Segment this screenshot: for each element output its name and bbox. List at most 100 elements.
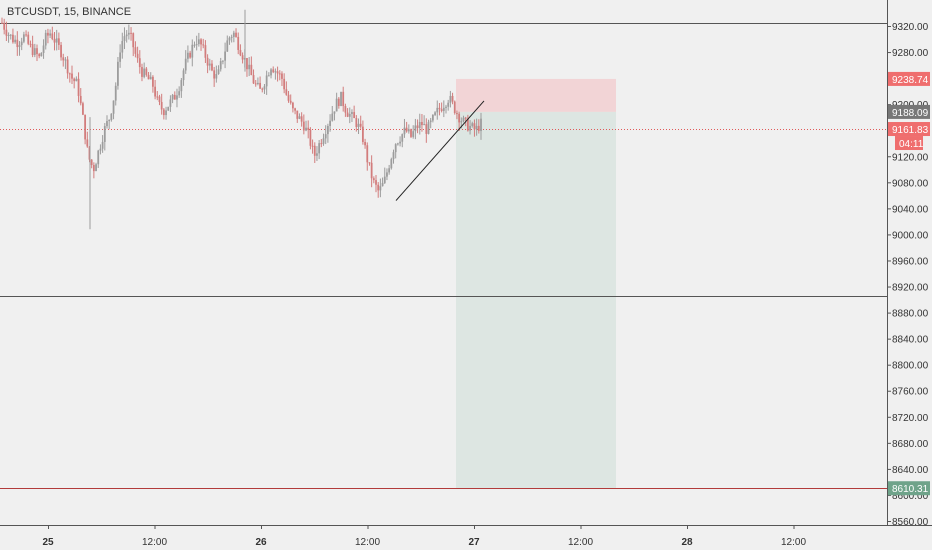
candle-body <box>480 118 482 132</box>
candle-body <box>66 59 69 74</box>
candle-body <box>381 182 384 187</box>
price-tick-label: 9040.00 <box>892 204 929 215</box>
price-tick-label: 8640.00 <box>892 465 929 476</box>
candle-body <box>475 125 478 130</box>
price-tick-label: 8840.00 <box>892 335 929 346</box>
candle-body <box>414 125 417 132</box>
candle-body <box>228 37 231 41</box>
candle-body <box>195 44 198 46</box>
candle-body <box>390 159 393 169</box>
candle-body <box>324 134 327 139</box>
candle-body <box>447 102 450 107</box>
candle-body <box>302 121 305 131</box>
candle-body <box>313 145 316 156</box>
candle-body <box>55 38 58 43</box>
candle-body <box>14 39 17 43</box>
candle-body <box>20 41 23 46</box>
time-tick-label: 27 <box>468 537 480 548</box>
price-tick-label: 9000.00 <box>892 230 929 241</box>
candle-body <box>160 101 163 110</box>
candle-body <box>355 118 358 127</box>
candle-body <box>123 36 126 41</box>
candle-body <box>241 55 244 60</box>
candle-body <box>187 52 189 59</box>
candle-body <box>222 60 224 62</box>
candle-body <box>394 144 397 153</box>
candle-body <box>16 39 19 48</box>
candle-body <box>434 112 436 115</box>
candle-body <box>320 143 323 145</box>
candle-body <box>462 117 465 122</box>
candle-body <box>445 106 447 108</box>
candle-body <box>73 78 76 82</box>
drawings[interactable] <box>395 100 485 201</box>
candle-body <box>298 116 301 119</box>
candle-body <box>285 89 288 95</box>
candle-body <box>226 40 229 52</box>
candle-body <box>235 32 237 37</box>
candle-body <box>158 96 161 102</box>
candle-body <box>40 52 43 57</box>
candle-body <box>31 44 34 55</box>
candle-body <box>99 148 102 151</box>
candle-body <box>51 33 54 39</box>
price-tick-label: 8920.00 <box>892 283 929 294</box>
entry-price-badge: 9188.09 <box>892 108 929 119</box>
candle-body <box>329 120 331 126</box>
candle-body <box>351 112 353 114</box>
candle-body <box>383 176 386 183</box>
candle-body <box>436 107 439 113</box>
candle-body <box>257 82 259 85</box>
candle-body <box>471 123 474 126</box>
candle-body <box>473 123 476 130</box>
candle-body <box>101 141 104 149</box>
price-tick-label: 8680.00 <box>892 439 929 450</box>
candle-body <box>156 96 159 98</box>
candle-body <box>18 45 21 48</box>
candle-body <box>429 120 432 123</box>
candle-body <box>283 78 286 90</box>
candle-body <box>5 29 8 36</box>
price-tick-label: 8720.00 <box>892 413 929 424</box>
candle-body <box>189 52 192 58</box>
candle-body <box>449 95 452 103</box>
candle-body <box>331 113 334 121</box>
candle-body <box>141 67 143 77</box>
price-tick-label: 9080.00 <box>892 178 929 189</box>
candle-body <box>103 126 106 142</box>
horizontal-lines[interactable] <box>0 23 887 489</box>
candle-body <box>204 45 207 58</box>
candle-body <box>22 34 25 42</box>
candle-body <box>182 70 185 81</box>
price-tick-label: 8800.00 <box>892 361 929 372</box>
stop-price-badge: 9238.74 <box>892 75 929 86</box>
candle-body <box>92 165 95 172</box>
time-tick-label: 26 <box>255 537 267 548</box>
candle-body <box>379 186 382 191</box>
price-axis[interactable]: 9320.009280.009240.009200.009160.009120.… <box>887 0 932 550</box>
position-zones[interactable] <box>456 78 616 489</box>
candle-body <box>403 127 406 135</box>
candle-body <box>232 32 235 37</box>
candle-body <box>152 76 154 87</box>
candle-body <box>97 150 100 165</box>
candle-body <box>36 48 38 55</box>
candle-body <box>272 69 275 73</box>
candle-body <box>270 69 272 76</box>
candle-body <box>171 94 174 100</box>
candle-body <box>77 78 80 96</box>
candle-body <box>316 153 318 156</box>
candle-body <box>405 127 408 132</box>
current-price-badge: 9161.83 <box>892 125 929 136</box>
candle-body <box>211 63 213 71</box>
candle-body <box>127 32 130 35</box>
candle-body <box>357 123 360 127</box>
time-axis[interactable]: 25 12:00 26 12:00 27 12:00 28 12:00 <box>0 525 932 550</box>
candle-body <box>119 52 122 62</box>
candle-body <box>364 141 366 146</box>
price-tick-label: 8760.00 <box>892 387 929 398</box>
candle-body <box>396 143 399 145</box>
candle-body <box>7 34 10 36</box>
price-tick-label: 9280.00 <box>892 48 929 59</box>
